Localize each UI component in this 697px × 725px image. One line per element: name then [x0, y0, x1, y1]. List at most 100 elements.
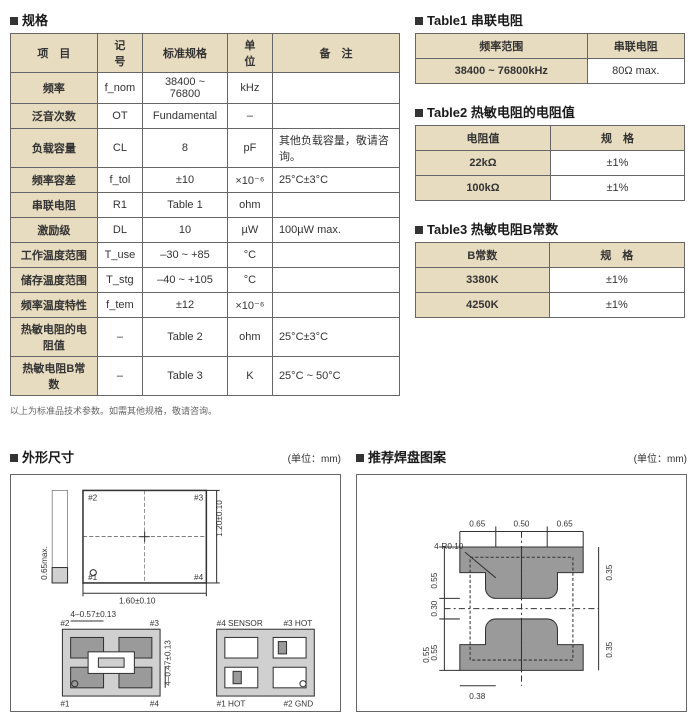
- spec-footnote: 以上为标准品技术参数。如需其他规格，敬请咨询。: [10, 404, 400, 417]
- spec-h0: 项 目: [11, 34, 98, 73]
- spec-cell: °C: [227, 268, 272, 293]
- spec-cell: DL: [97, 218, 142, 243]
- spec-row: 负载容量CL8pF其他负载容量，敬请咨询。: [11, 129, 400, 168]
- spec-row: 激励级DL10µW100µW max.: [11, 218, 400, 243]
- spec-cell: Table 2: [143, 318, 228, 357]
- spec-cell: 其他负载容量，敬请咨询。: [272, 129, 399, 168]
- spec-cell: f_nom: [97, 73, 142, 104]
- footprint-section: 推荐焊盘图案 (单位：mm) 0.65 0.50 0.65: [356, 447, 687, 715]
- spec-cell: 频率: [11, 73, 98, 104]
- t1-title: Table1 串联电阻: [415, 10, 685, 29]
- spec-cell: kHz: [227, 73, 272, 104]
- footprint-title: 推荐焊盘图案: [356, 447, 446, 466]
- spec-cell: ohm: [227, 193, 272, 218]
- t2-title: Table2 热敏电阻的电阻值: [415, 102, 685, 121]
- footprint-diagram: 0.65 0.50 0.65 0.35 0.35 0.55 0.30 0.55 …: [356, 474, 687, 712]
- t3-title: Table3 热敏电阻B常数: [415, 219, 685, 238]
- spec-cell: –: [227, 104, 272, 129]
- spec-cell: ±12: [143, 293, 228, 318]
- svg-text:0.35: 0.35: [605, 564, 614, 580]
- spec-section: 规格 项 目 记 号 标准规格 单 位 备 注 频率f_nom38400 ~ 7…: [10, 10, 400, 417]
- spec-cell: [272, 104, 399, 129]
- spec-row: 工作温度范围T_use–30 ~ +85°C: [11, 243, 400, 268]
- spec-cell: [272, 243, 399, 268]
- spec-cell: Table 1: [143, 193, 228, 218]
- spec-cell: 8: [143, 129, 228, 168]
- spec-cell: 激励级: [11, 218, 98, 243]
- spec-cell: 100µW max.: [272, 218, 399, 243]
- spec-cell: [272, 193, 399, 218]
- spec-cell: 25°C±3°C: [272, 168, 399, 193]
- spec-cell: [272, 73, 399, 104]
- spec-cell: –40 ~ +105: [143, 268, 228, 293]
- svg-text:#3 HOT: #3 HOT: [283, 619, 312, 628]
- spec-h3: 单 位: [227, 34, 272, 73]
- spec-cell: ±10: [143, 168, 228, 193]
- spec-cell: T_use: [97, 243, 142, 268]
- spec-cell: –: [97, 357, 142, 396]
- outline-diagram: #2 #3 #1 #4 1.60±0.10 1.20±0.10 0.65max.: [10, 474, 341, 712]
- table2: 电阻值规 格 22kΩ±1% 100kΩ±1%: [415, 125, 685, 201]
- svg-text:0.65: 0.65: [557, 519, 573, 528]
- svg-text:#3: #3: [150, 619, 160, 628]
- spec-row: 串联电阻R1Table 1ohm: [11, 193, 400, 218]
- spec-title: 规格: [10, 10, 400, 29]
- spec-cell: 热敏电阻B常数: [11, 357, 98, 396]
- spec-cell: [272, 293, 399, 318]
- top-row: 规格 项 目 记 号 标准规格 单 位 备 注 频率f_nom38400 ~ 7…: [10, 10, 687, 417]
- side-tables: Table1 串联电阻 频率范围串联电阻 38400 ~ 76800kHz80Ω…: [415, 10, 685, 417]
- spec-cell: –30 ~ +85: [143, 243, 228, 268]
- svg-text:#2: #2: [60, 619, 70, 628]
- spec-row: 频率f_nom38400 ~ 76800kHz: [11, 73, 400, 104]
- spec-cell: K: [227, 357, 272, 396]
- svg-text:#2 GND: #2 GND: [283, 699, 313, 708]
- spec-cell: 25°C ~ 50°C: [272, 357, 399, 396]
- spec-cell: µW: [227, 218, 272, 243]
- svg-text:#4 SENSOR: #4 SENSOR: [217, 619, 263, 628]
- spec-cell: T_stg: [97, 268, 142, 293]
- spec-row: 频率容差f_tol±10×10⁻⁶25°C±3°C: [11, 168, 400, 193]
- spec-cell: f_tol: [97, 168, 142, 193]
- spec-cell: °C: [227, 243, 272, 268]
- spec-cell: 频率温度特性: [11, 293, 98, 318]
- outline-section: 外形尺寸 (单位：mm) #2 #3 #1 #4 1.60±0.10: [10, 447, 341, 715]
- spec-cell: CL: [97, 129, 142, 168]
- outline-unit: (单位：mm): [288, 450, 341, 465]
- svg-text:0.50: 0.50: [514, 519, 530, 528]
- spec-cell: ohm: [227, 318, 272, 357]
- spec-cell: Table 3: [143, 357, 228, 396]
- svg-text:#4: #4: [194, 573, 204, 582]
- spec-cell: f_tem: [97, 293, 142, 318]
- svg-text:#4: #4: [150, 699, 160, 708]
- spec-cell: 泛音次数: [11, 104, 98, 129]
- spec-cell: OT: [97, 104, 142, 129]
- spec-h4: 备 注: [272, 34, 399, 73]
- spec-row: 泛音次数OTFundamental–: [11, 104, 400, 129]
- svg-text:0.55: 0.55: [430, 644, 439, 660]
- spec-table: 项 目 记 号 标准规格 单 位 备 注 频率f_nom38400 ~ 7680…: [10, 33, 400, 396]
- svg-text:4–0.47±0.13: 4–0.47±0.13: [163, 640, 172, 686]
- spec-h2: 标准规格: [143, 34, 228, 73]
- svg-text:4-R0.10: 4-R0.10: [434, 542, 464, 551]
- svg-text:#3: #3: [194, 494, 204, 503]
- table1: 频率范围串联电阻 38400 ~ 76800kHz80Ω max.: [415, 33, 685, 84]
- svg-text:0.55: 0.55: [422, 646, 431, 662]
- svg-text:0.35: 0.35: [605, 641, 614, 657]
- spec-row: 频率温度特性f_tem±12×10⁻⁶: [11, 293, 400, 318]
- outline-title: 外形尺寸: [10, 447, 74, 466]
- spec-cell: 负载容量: [11, 129, 98, 168]
- spec-cell: 工作温度范围: [11, 243, 98, 268]
- spec-cell: [272, 268, 399, 293]
- svg-text:1.60±0.10: 1.60±0.10: [119, 597, 156, 606]
- spec-cell: –: [97, 318, 142, 357]
- footprint-unit: (单位：mm): [634, 450, 687, 465]
- svg-text:0.55: 0.55: [430, 572, 439, 588]
- spec-row: 热敏电阻B常数–Table 3K25°C ~ 50°C: [11, 357, 400, 396]
- svg-text:0.38: 0.38: [469, 692, 485, 701]
- svg-text:0.65: 0.65: [469, 519, 485, 528]
- spec-cell: 储存温度范围: [11, 268, 98, 293]
- spec-cell: Fundamental: [143, 104, 228, 129]
- spec-cell: ×10⁻⁶: [227, 293, 272, 318]
- spec-cell: 串联电阻: [11, 193, 98, 218]
- spec-cell: ×10⁻⁶: [227, 168, 272, 193]
